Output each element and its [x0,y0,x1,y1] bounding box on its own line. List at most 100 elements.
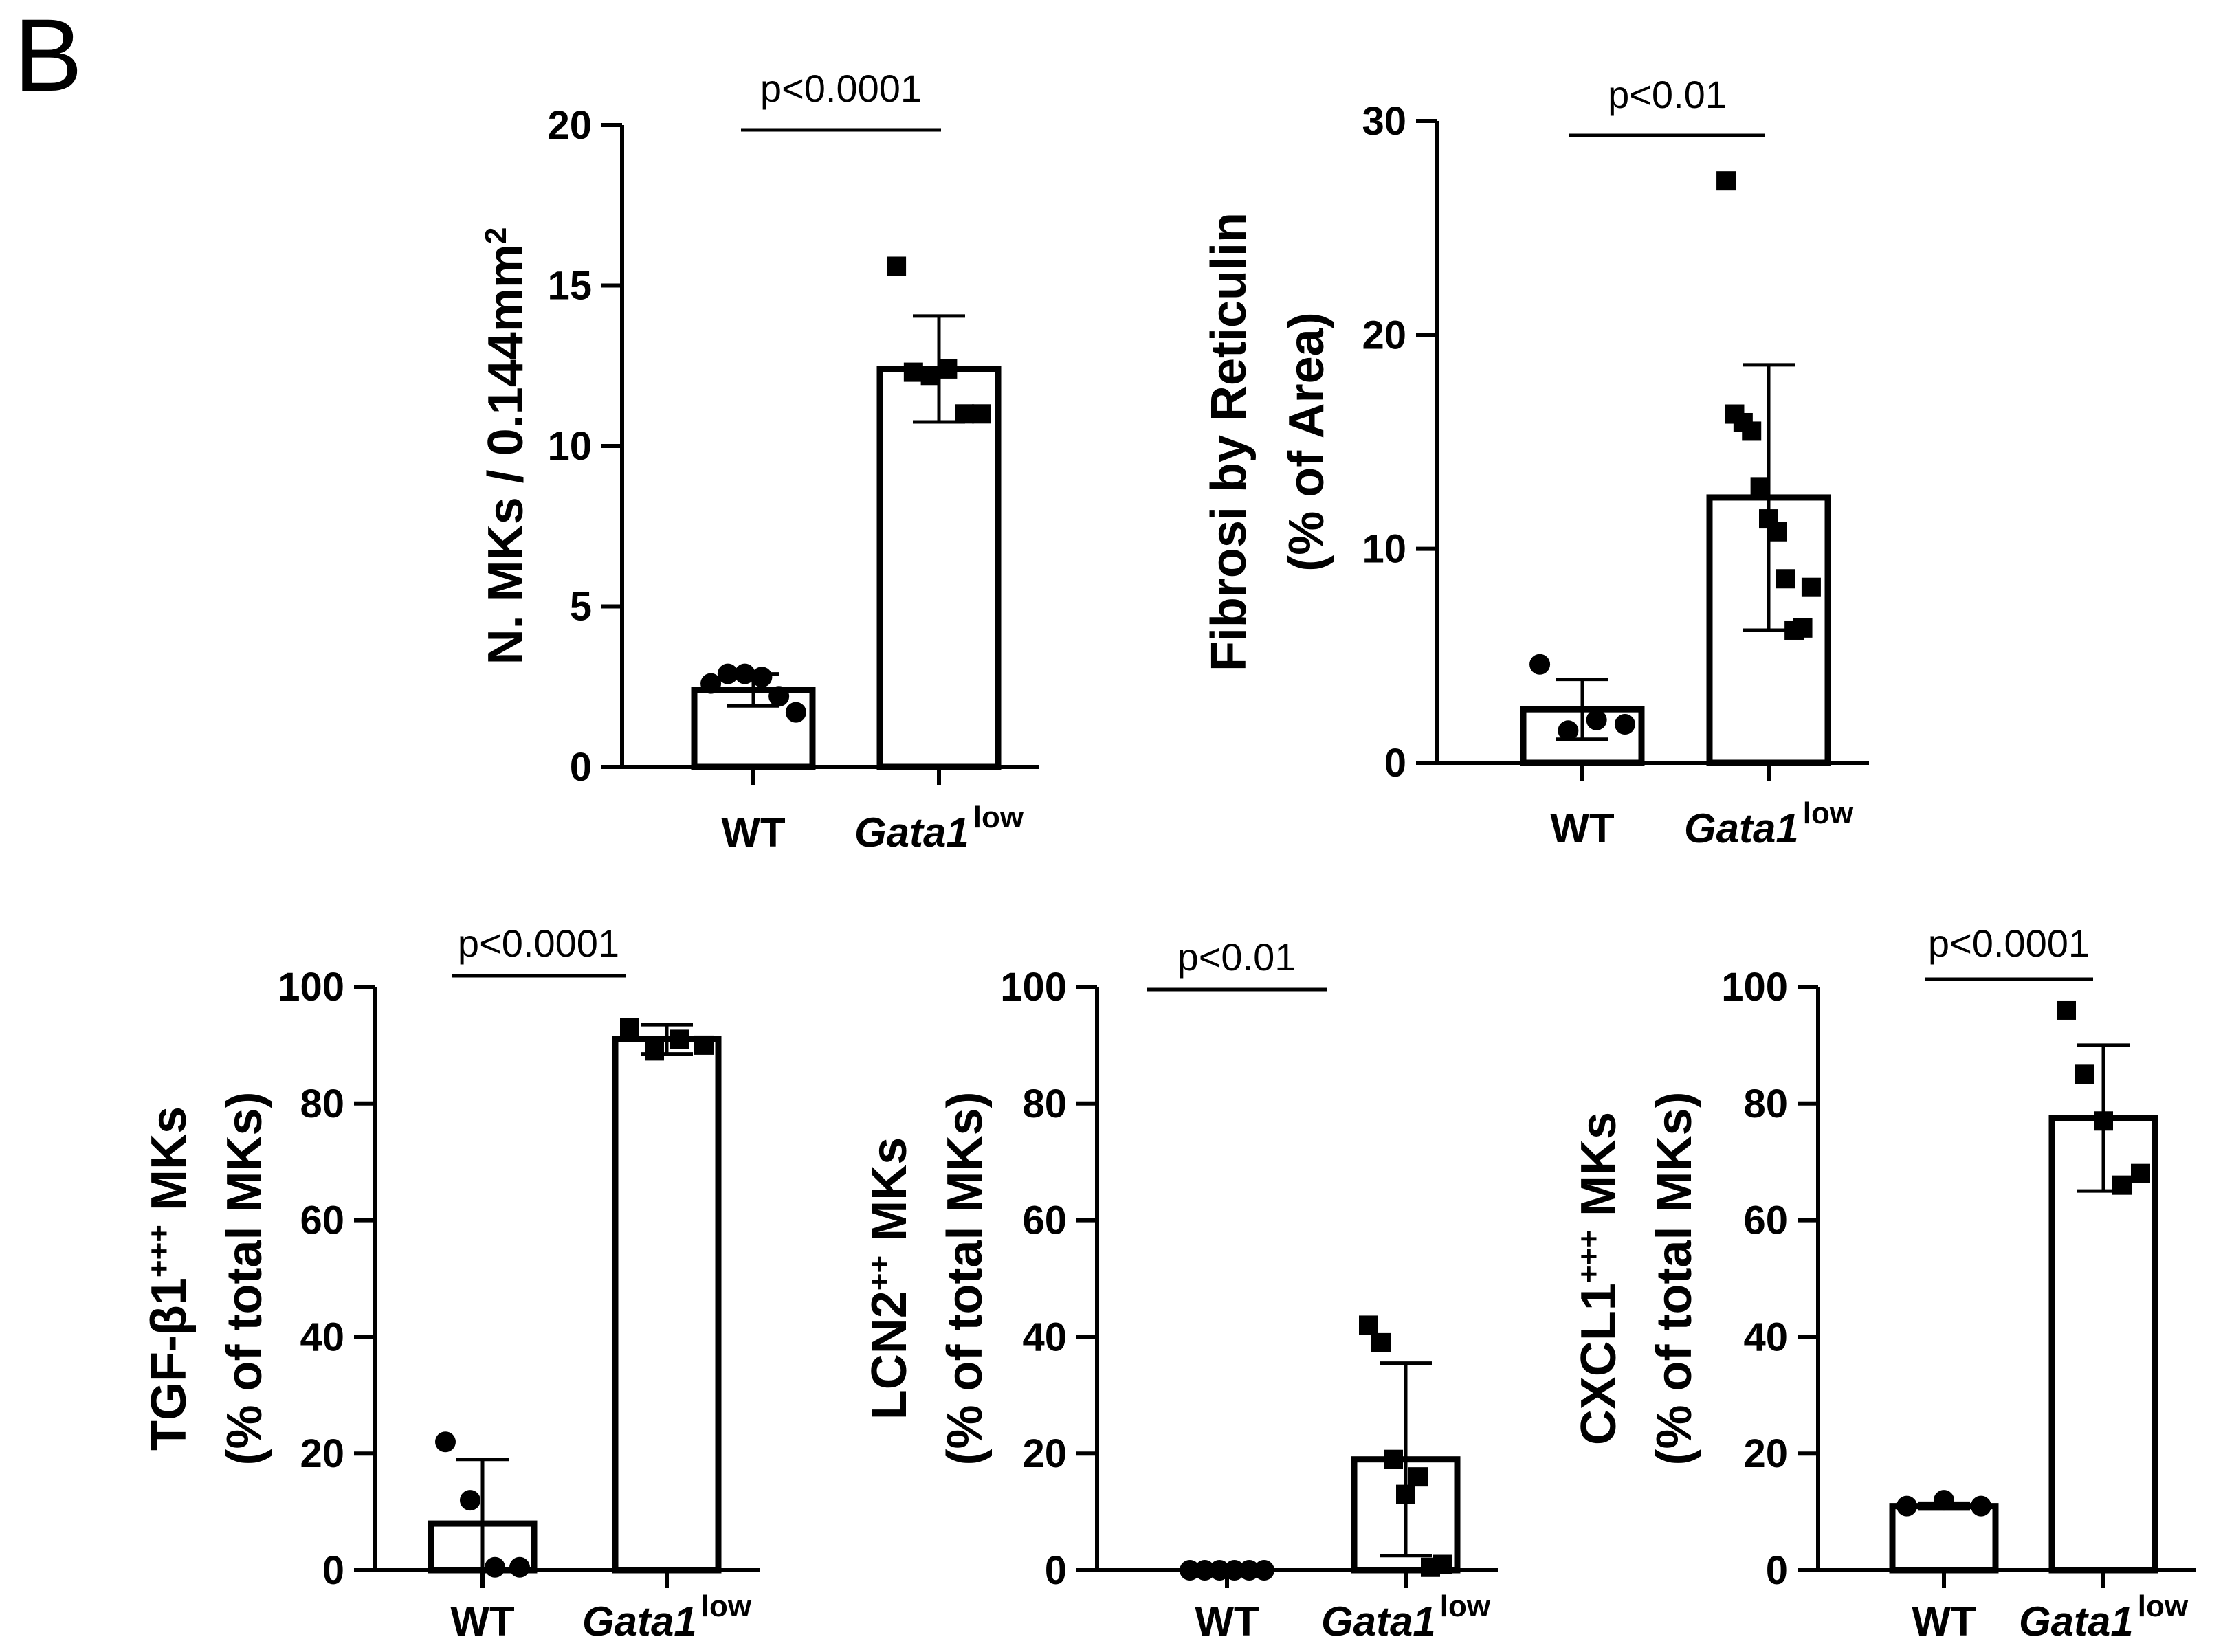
data-point [1194,1560,1215,1581]
y-tick-label: 60 [1022,1198,1067,1243]
y-tick-label: 15 [547,264,592,309]
data-point [460,1490,480,1511]
y-tick-label: 80 [1022,1082,1067,1126]
data-point [1586,709,1607,730]
y-tick-label: 40 [300,1315,344,1359]
bar-gata1 [612,1036,722,1574]
data-point [1742,421,1762,441]
data-point [1359,1315,1378,1335]
data-point [938,359,958,379]
data-point [1767,522,1787,542]
data-point [903,362,923,382]
y-axis-label: N. MKs / 0.144mm2 [478,227,533,665]
data-point [1793,618,1813,638]
data-point [1971,1495,1991,1517]
significance-label: p<0.01 [1177,935,1296,979]
y-tick-label: 0 [1766,1548,1788,1593]
data-point [1224,1560,1245,1581]
y-tick-label: 0 [1384,741,1406,785]
data-point [694,1035,714,1055]
x-category-label: WT [1195,1598,1259,1644]
x-category-label: Gata1 low [1321,1589,1491,1644]
y-tick-label: 0 [322,1548,344,1593]
y-tick-label: 0 [570,745,592,790]
data-point [1529,654,1551,675]
data-point [1239,1560,1260,1581]
x-category-label: Gata1 low [1684,796,1854,851]
x-category-label: WT [1550,805,1614,851]
chart-fibrosis: 0 10 20 30 WT Gata1 low p<0.01 Fibrosi by Reticu… [1202,73,1869,851]
data-point [887,256,907,276]
data-point [751,667,773,688]
bar-gata1 [876,366,1002,770]
data-point [1896,1495,1917,1517]
data-point [955,404,975,424]
significance-label: p<0.0001 [1928,922,2090,965]
data-point [1801,577,1821,597]
y-tick-label: 60 [1743,1198,1788,1243]
chart-tgfb1: 0 20 40 60 80 100 WT Gata1 low p<0.0001 TGF-β1+++ … [142,922,760,1644]
y-tick-label: 20 [1022,1431,1067,1476]
y-tick-label: 60 [300,1198,344,1243]
data-point [670,1029,689,1049]
data-point [1396,1484,1415,1504]
y-tick-label: 0 [1045,1548,1067,1593]
chart-mks: 0 5 10 15 20 WT Gata1 low p<0.0001 N. MKs / 0.144… [478,67,1039,856]
data-point [1433,1554,1452,1574]
data-point [768,686,790,707]
data-point [1384,1449,1403,1469]
chart-cxcl1: 0 20 40 60 80 100 WT Gata1 low p<0.0001 CXCL1+++ M… [1571,922,2196,1644]
significance-label: p<0.01 [1608,73,1727,116]
y-axis-label: (% of total MKs) [217,1092,272,1466]
x-category-label: Gata1 low [582,1589,752,1644]
data-point [1716,171,1736,191]
data-point [485,1556,505,1578]
data-point [1934,1490,1954,1511]
data-point [1558,720,1579,741]
data-point [1371,1332,1391,1352]
y-tick-label: 5 [570,585,592,629]
y-tick-label: 40 [1743,1315,1788,1359]
data-point [1776,569,1795,589]
significance-label: p<0.0001 [760,67,922,110]
y-tick-label: 20 [1362,313,1406,357]
x-category-label: WT [450,1598,514,1644]
data-point [2112,1175,2132,1195]
y-axis-label: (% of total MKs) [938,1092,993,1466]
data-point [1180,1560,1200,1581]
x-category-label: WT [721,810,785,856]
chart-lcn2: 0 20 40 60 80 100 WT Gata1 low p<0.01 LCN2++ MKs (%… [862,935,1498,1644]
y-tick-label: 80 [1743,1082,1788,1126]
y-tick-label: 10 [547,424,592,469]
bar-wt [1889,1503,1999,1574]
y-tick-label: 80 [300,1082,344,1126]
panel-label: B [14,0,82,113]
x-category-label: Gata1 low [2019,1589,2189,1644]
y-axis-label: CXCL1+++ MKs [1571,1112,1626,1445]
data-point [2057,1000,2076,1020]
y-tick-label: 30 [1362,99,1406,144]
data-point [1209,1560,1230,1581]
x-category-label: WT [1912,1598,1976,1644]
data-point [1614,713,1635,735]
data-point [734,663,755,684]
data-point [1254,1560,1274,1581]
y-axis-label: (% of Area) [1279,312,1334,571]
significance-label: p<0.0001 [458,922,619,965]
data-point [920,366,940,386]
data-point [1750,477,1770,497]
data-point [1408,1467,1428,1487]
data-point [645,1041,664,1061]
data-point [971,404,991,424]
y-tick-label: 20 [300,1431,344,1476]
y-axis-label: TGF-β1+++ MKs [142,1106,197,1451]
data-point [717,663,738,684]
y-tick-label: 20 [547,103,592,148]
y-tick-label: 40 [1022,1315,1067,1359]
y-tick-label: 100 [1000,965,1067,1009]
y-axis-label: Fibrosi by Reticulin [1202,212,1257,671]
y-tick-label: 20 [1743,1431,1788,1476]
data-point [700,673,722,694]
data-point [435,1431,456,1453]
